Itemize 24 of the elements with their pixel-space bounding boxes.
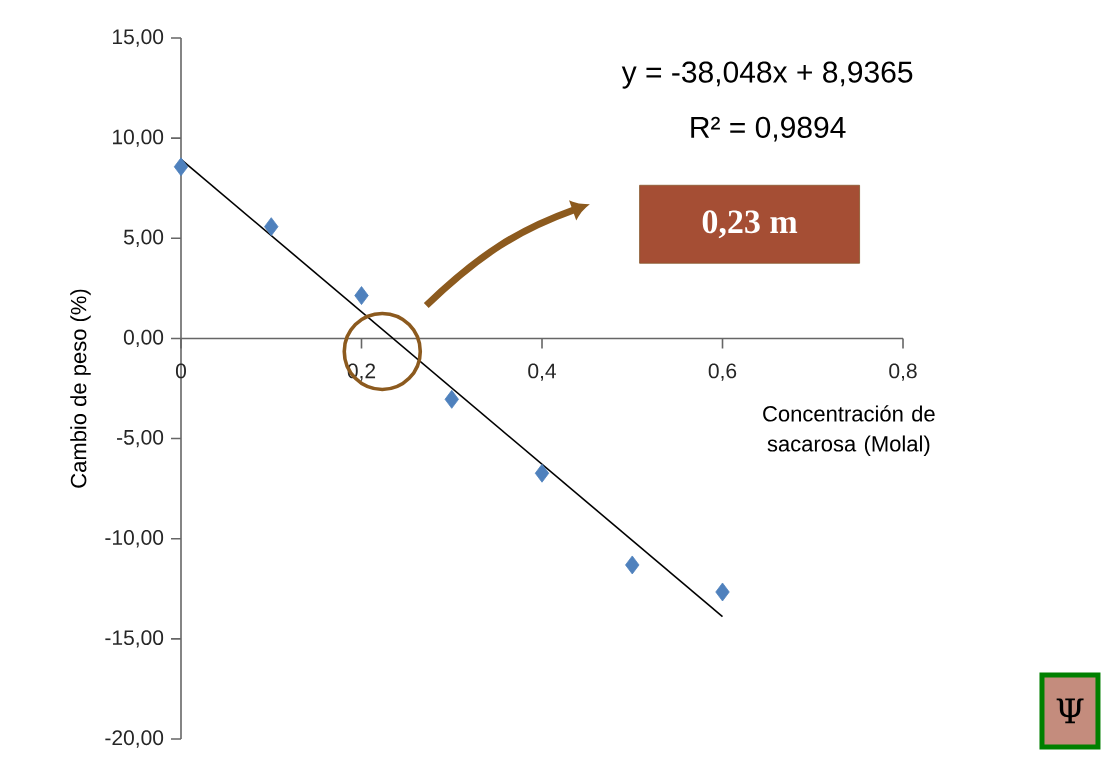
y-tick-label: 0,00 [123,329,164,348]
point [264,217,279,237]
point [444,389,459,409]
x-axis-title: Concentración de sacarosa (Molal) [763,405,935,456]
y-tick-label: 10,00 [113,129,164,147]
point [534,463,550,483]
y-tick-label: -10,00 [105,530,164,548]
x-tick-label: 0,8 [889,363,917,381]
point [625,555,640,575]
y-tick-label: -5,00 [117,429,164,448]
x-tick-label: 0,4 [528,363,556,381]
y-tick-label: -15,00 [105,630,164,648]
x-tick-label: 0,6 [708,363,737,381]
y-axis-title: Cambio de peso (%) [70,289,91,488]
annotation: y = -38,048x + 8,9365 [621,61,913,89]
annotation: 0,23 m [702,210,798,239]
point [173,157,189,177]
y-tick-label: 15,00 [113,29,164,47]
y-tick-label: -20,00 [105,730,164,748]
annotation: R² = 0,9894 [691,116,846,142]
point [715,582,730,602]
point [354,286,369,305]
text: Ψ [1056,698,1084,724]
y-tick-label: 5,00 [123,229,164,247]
